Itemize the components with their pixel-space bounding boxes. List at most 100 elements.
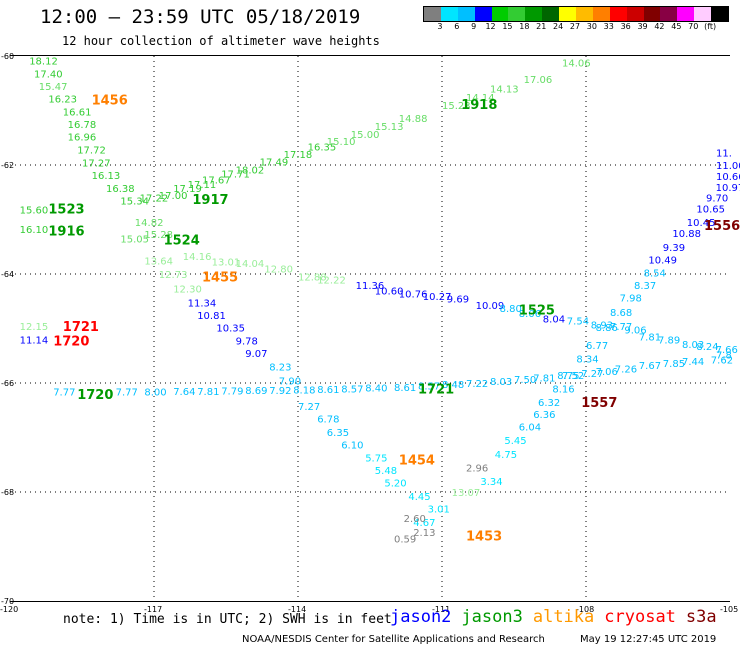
legend-label: 15 <box>502 22 513 31</box>
wave-height-value: 9.39 <box>663 243 685 254</box>
wave-height-value: 7.92 <box>269 386 291 397</box>
wave-height-value: 15.13 <box>375 122 404 133</box>
wave-height-value: 12.30 <box>173 285 202 296</box>
wave-height-value: 4.67 <box>413 518 435 529</box>
wave-height-value: 0.59 <box>394 534 416 545</box>
wave-height-value: 8.86 <box>596 323 618 334</box>
wave-height-value: 11.34 <box>188 298 217 309</box>
wave-height-value: 11.14 <box>20 335 49 346</box>
wave-height-value: 9.69 <box>447 295 469 306</box>
legend-swatch <box>711 7 729 21</box>
legend-label: 30 <box>586 22 597 31</box>
color-scale-legend <box>423 6 729 22</box>
pass-time-label: 1557 <box>581 396 617 411</box>
latitude-label: -68 <box>1 488 14 497</box>
wave-height-value: 7.81 <box>197 387 219 398</box>
wave-height-value: 16.96 <box>68 133 97 144</box>
wave-height-value: 10.35 <box>216 323 245 334</box>
wave-height-value: 12.22 <box>317 275 346 286</box>
wave-height-value: 8.23 <box>269 363 291 374</box>
legend-label: 27 <box>569 22 581 31</box>
legend-label: 6 <box>454 22 460 31</box>
wave-height-value: 15.00 <box>351 130 380 141</box>
latitude-label: -64 <box>1 270 14 279</box>
wave-height-value: 10.88 <box>672 229 701 240</box>
wave-height-value: 14.16 <box>183 252 212 263</box>
wave-height-value: 10.45 <box>687 218 716 229</box>
wave-height-value: 10.81 <box>197 311 226 322</box>
wave-height-value: 17.72 <box>77 146 106 157</box>
color-scale-labels: 3 6 9 12 15 18 21 24 27 30 33 36 39 42 45 70 (ft) <box>423 22 735 34</box>
longitude-label: -105 <box>720 605 738 614</box>
wave-height-value: 2.60 <box>404 514 426 525</box>
wave-height-value: 14.82 <box>135 218 164 229</box>
wave-height-value: 16.78 <box>68 120 97 131</box>
wave-height-value: 14.04 <box>236 259 265 270</box>
wave-height-value: 10.09 <box>476 301 505 312</box>
wave-height-value: 7.8 <box>716 351 732 362</box>
longitude-label: -117 <box>144 605 162 614</box>
wave-height-value: 7.54 <box>567 316 589 327</box>
wave-height-value: 13.01 <box>212 257 241 268</box>
legend-swatch <box>626 7 644 21</box>
wave-height-value: 7.66 <box>716 345 738 356</box>
wave-height-value: 11.00 <box>716 161 740 172</box>
wave-height-value: 7.77 <box>610 322 632 333</box>
wave-height-value: 7.06 <box>596 367 618 378</box>
legend-swatch <box>424 7 441 21</box>
wave-height-value: 17.18 <box>284 150 313 161</box>
wave-height-value: 4.45 <box>408 492 430 503</box>
wave-height-value: 10.27 <box>423 292 452 303</box>
wave-height-value: 7.64 <box>173 387 195 398</box>
wave-height-value: 7.85 <box>663 359 685 370</box>
longitude-label: -111 <box>432 605 450 614</box>
wave-height-value: 8.57 <box>341 384 363 395</box>
wave-height-value: 7.81 <box>639 333 661 344</box>
wave-height-value: 10.97 <box>716 183 740 194</box>
latitude-label: -60 <box>1 52 14 61</box>
wave-height-value: 8.00 <box>144 388 166 399</box>
page-title: 12:00 — 23:59 UTC 05/18/2019 <box>40 6 361 28</box>
wave-height-value: 6.04 <box>519 423 541 434</box>
satellite-name: s3a <box>685 607 717 627</box>
wave-height-value: 8.06 <box>519 309 541 320</box>
wave-height-value: 7.89 <box>658 335 680 346</box>
satellite-name: cryosat <box>604 607 676 627</box>
wave-height-value: 8.37 <box>634 281 656 292</box>
wave-height-value: 18.02 <box>236 165 265 176</box>
wave-height-value: 7.27 <box>298 402 320 413</box>
footer-note: note: 1) Time is in UTC; 2) SWH is in fe… <box>63 612 392 627</box>
legend-label: 3 <box>437 22 443 31</box>
wave-height-value: 15.23 <box>442 101 471 112</box>
altimeter-map: -60 -62 -64 -66 -68 -70-120 -117 -114 -111 -108 -1… <box>0 52 740 614</box>
legend-label: (ft) <box>704 22 717 31</box>
pass-time-label: 1721 <box>418 382 454 397</box>
wave-height-value: 8.34 <box>576 354 598 365</box>
wave-height-value: 6.10 <box>341 441 363 452</box>
pass-time-label: 1918 <box>461 98 497 113</box>
wave-height-value: 15.34 <box>120 196 149 207</box>
legend-swatch <box>660 7 678 21</box>
wave-height-value: 14.88 <box>399 114 428 125</box>
wave-height-value: 7.44 <box>682 357 704 368</box>
wave-height-value: 8.40 <box>365 383 387 394</box>
latitude-label: -66 <box>1 379 14 388</box>
wave-height-value: 13.64 <box>144 256 173 267</box>
satellite-name: jason2 <box>390 607 452 627</box>
wave-height-value: 7.79 <box>221 387 243 398</box>
pass-time-label: 1720 <box>53 334 89 349</box>
wave-height-value: 7.26 <box>615 364 637 375</box>
wave-height-value: 15.60 <box>20 206 49 217</box>
wave-height-value: 15.05 <box>120 235 149 246</box>
longitude-label: -108 <box>576 605 594 614</box>
wave-height-value: 9.78 <box>236 336 258 347</box>
wave-height-value: 7.52 <box>562 371 584 382</box>
wave-height-value: 2.13 <box>413 528 435 539</box>
legend-label: 39 <box>637 22 648 31</box>
wave-height-value: 9.70 <box>706 194 728 205</box>
wave-height-value: 5.45 <box>504 436 526 447</box>
wave-height-value: 7.27 <box>581 369 603 380</box>
satellite-name: jason3 <box>461 607 523 627</box>
wave-height-value: 10.49 <box>648 255 677 266</box>
